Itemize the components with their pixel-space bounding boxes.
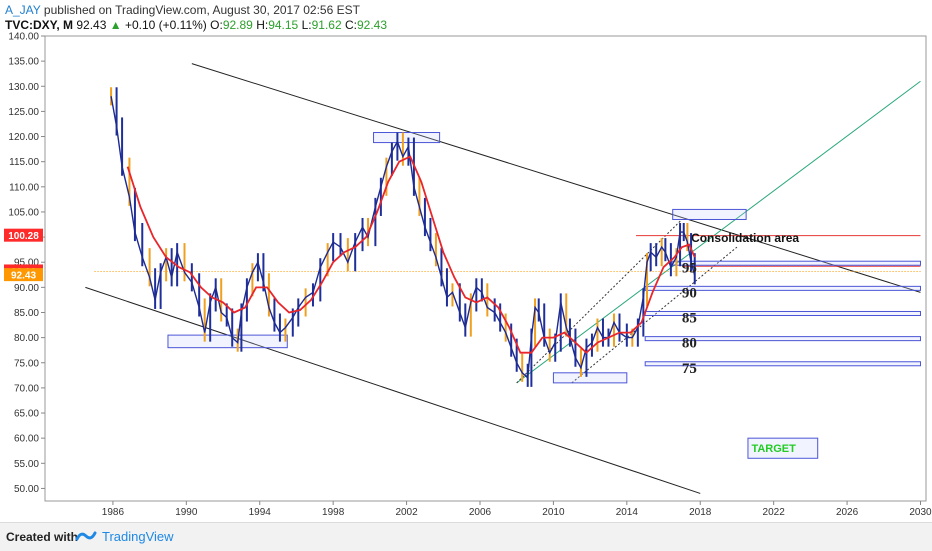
close-label: C: [344,18,357,32]
chart-annotation: TARGET [751,443,796,455]
high-label: H: [256,18,269,32]
y-tick-label: 115.00 [9,157,39,168]
x-tick-label: 2018 [689,507,712,518]
x-tick-label: 2010 [542,507,565,518]
x-tick-label: 2030 [909,507,932,518]
y-tick-label: 90.00 [14,283,39,294]
y-tick-label: 95.00 [14,258,39,269]
drawn-box[interactable] [672,208,747,220]
drawn-box[interactable] [373,132,441,144]
x-tick-label: 2026 [836,507,859,518]
y-tick-label: 120.00 [8,132,39,143]
y-tick-label: 85.00 [14,308,39,319]
x-tick-label: 1986 [102,507,125,518]
drawn-box[interactable] [552,372,628,384]
up-arrow-icon: ▲ [109,18,122,32]
y-tick-label: 80.00 [14,333,39,344]
low-value: 91.62 [311,18,342,32]
tradingview-brand-link[interactable]: TradingView [102,529,174,544]
open-label: O: [210,18,223,32]
price-tag: 92.43 [4,268,43,282]
author-link[interactable]: A_JAY [5,3,41,17]
x-tick-label: 1998 [322,507,345,518]
symbol-name: TVC:DXY, M [5,18,74,32]
drawn-box[interactable] [644,361,921,367]
y-tick-label: 70.00 [14,383,39,394]
chart-annotation: 90 [682,285,697,301]
last-price: 92.43 [76,18,107,32]
symbol-info: TVC:DXY, M 92.43 ▲ +0.10 (+0.11%) O:92.8… [5,18,387,32]
chart-annotation: 85 [682,311,697,327]
price-chart[interactable]: 140.00 135.00 130.00 125.00 120.00 115.00 110.… [0,0,932,522]
close-value: 92.43 [356,18,387,32]
x-tick-label: 2006 [469,507,492,518]
drawn-box[interactable] [672,260,921,266]
chart-annotation: 75 [682,361,697,377]
drawn-box[interactable] [167,334,288,349]
published-text: published on TradingView.com, August 30,… [43,3,360,17]
y-tick-label: 65.00 [14,409,39,420]
y-tick-label: 110.00 [9,182,39,193]
y-tick-label: 50.00 [14,484,39,495]
x-tick-label: 1990 [175,507,198,518]
publish-info: A_JAY published on TradingView.com, Augu… [5,3,360,17]
x-tick-label: 2002 [395,507,418,518]
y-tick-label: 105.00 [8,207,39,218]
drawn-box[interactable] [644,336,921,342]
y-tick-label: 140.00 [8,32,39,43]
open-value: 92.89 [222,18,253,32]
y-tick-label: 130.00 [8,82,39,93]
tradingview-logo-icon [75,531,97,541]
y-tick-label: 135.00 [8,57,39,68]
moving-average-line[interactable] [126,155,696,354]
drawn-line[interactable] [516,219,683,384]
low-label: L: [301,18,312,32]
price-change: +0.10 (+0.11%) [124,18,207,32]
y-tick-label: 125.00 [8,107,39,118]
x-tick-label: 2022 [763,507,786,518]
high-value: 94.15 [268,18,299,32]
price-series-line[interactable] [110,96,696,380]
chart-annotation: Consolidation area [691,231,799,245]
chart-annotation: 80 [682,336,697,352]
price-tag-bg [4,228,43,242]
drawn-line[interactable] [516,80,921,384]
drawn-line[interactable] [85,286,701,494]
created-with-text: Created with [6,530,79,544]
price-tag-bg [4,268,43,282]
x-tick-label: 1994 [249,507,272,518]
x-tick-label: 2014 [616,507,639,518]
footer-bar: Created with TradingView [0,522,932,551]
price-tag-label: 92.43 [11,271,36,282]
drawn-box[interactable] [747,437,819,459]
chart-annotation: 95 [682,260,697,276]
y-tick-label: 55.00 [14,459,39,470]
y-tick-label: 75.00 [14,358,39,369]
price-tag: 100.28 [4,228,43,242]
drawn-box[interactable] [644,285,921,291]
price-tag-label: 100.28 [8,231,39,242]
drawn-line[interactable] [191,63,921,293]
y-tick-label: 60.00 [14,434,39,445]
